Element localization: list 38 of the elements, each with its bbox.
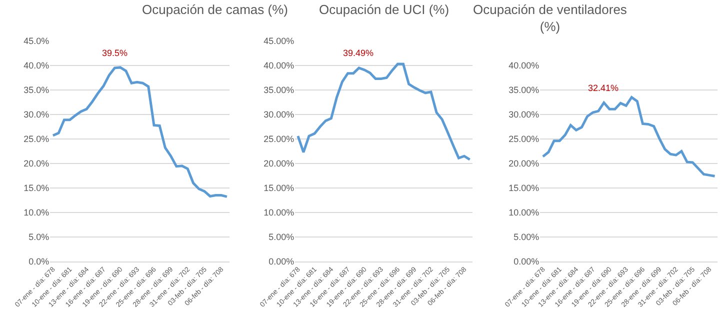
line-series [52, 66, 228, 198]
y-tick-label: 5.00% [514, 232, 540, 242]
y-tick-label: 10.0% [24, 208, 50, 218]
y-tick-label: 15.0% [24, 183, 50, 194]
data-label: 39.5% [102, 48, 128, 58]
data-label: 39.49% [343, 48, 374, 58]
line-series [542, 96, 716, 178]
y-tick-label: 25.00% [508, 134, 540, 144]
y-tick-label: 40.00% [508, 60, 540, 71]
y-tick-label: 25.0% [24, 134, 50, 144]
y-tick-label: 35.0% [24, 85, 50, 96]
chart-title: Ocupación de UCI (%) [319, 2, 450, 17]
y-tick-label: 0.0% [28, 256, 50, 267]
y-tick-label: 30.0% [24, 110, 50, 120]
y-tick-label: 45.0% [24, 36, 50, 46]
y-tick-label: 5.00% [268, 232, 294, 242]
data-label: 32.41% [588, 83, 619, 93]
y-tick-label: 20.0% [24, 158, 50, 169]
y-tick-label: 30.00% [508, 110, 540, 120]
y-tick-label: 35.00% [508, 85, 540, 96]
line-series [296, 62, 472, 161]
y-tick-label: 35.00% [264, 85, 294, 96]
y-tick-label: 20.00% [264, 158, 294, 169]
y-tick-label: 20.00% [508, 158, 540, 169]
y-tick-label: 45.00% [264, 36, 294, 46]
chart-title: Ocupación de camas (%) [142, 2, 288, 17]
y-tick-label: 15.00% [264, 183, 294, 194]
y-tick-label: 10.00% [264, 208, 294, 218]
y-tick-label: 15.00% [508, 183, 540, 194]
y-tick-label: 40.00% [264, 60, 294, 71]
chart-title: Ocupación de ventiladores (%) [473, 2, 628, 34]
y-tick-label: 25.00% [264, 134, 294, 144]
y-tick-label: 10.00% [508, 208, 540, 218]
y-tick-label: 0.00% [514, 256, 540, 267]
y-tick-label: 30.00% [264, 110, 294, 120]
y-tick-label: 40.0% [24, 60, 50, 71]
y-tick-label: 0.00% [268, 256, 294, 267]
y-tick-label: 5.0% [28, 232, 50, 242]
